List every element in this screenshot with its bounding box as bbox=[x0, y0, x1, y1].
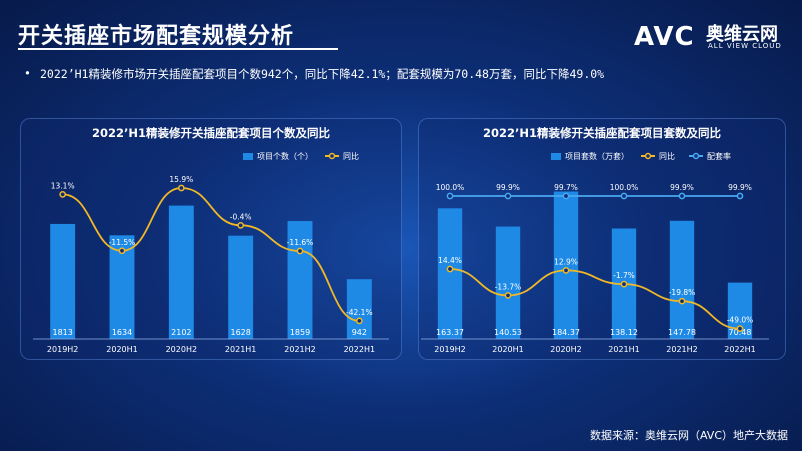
logo-cn: 奥维云网 bbox=[706, 24, 778, 45]
bar-value-label: 163.37 bbox=[436, 328, 464, 337]
bar bbox=[228, 235, 254, 339]
bar bbox=[168, 205, 194, 339]
bar-value-label: 1859 bbox=[290, 328, 310, 337]
line-value-label: 13.1% bbox=[51, 181, 75, 190]
bar-value-label: 1813 bbox=[52, 328, 72, 337]
x-tick-label: 2021H2 bbox=[666, 345, 697, 354]
bar-value-label: 184.37 bbox=[552, 328, 580, 337]
line-value-label: -19.8% bbox=[669, 288, 696, 297]
avc-logo: AVC 奥维云网 ALL VIEW CLOUD bbox=[634, 22, 784, 52]
bar-value-label: 70.48 bbox=[729, 328, 752, 337]
line-value-label: -42.1% bbox=[346, 308, 373, 317]
summary-text: • 2022’H1精装修市场开关插座配套项目个数942个，同比下降42.1%；配… bbox=[24, 66, 605, 82]
x-tick-label: 2020H2 bbox=[550, 345, 581, 354]
line-point bbox=[59, 191, 67, 198]
legend-label: 项目个数（个） bbox=[257, 151, 313, 161]
legend-marker bbox=[328, 152, 336, 160]
line-value-label: 14.4% bbox=[438, 256, 462, 265]
x-tick-label: 2022H1 bbox=[344, 345, 375, 354]
legend-swatch-bar bbox=[551, 153, 561, 160]
logo-mark: AVC bbox=[634, 22, 695, 52]
bullet-icon: • bbox=[24, 66, 31, 80]
line-point bbox=[736, 192, 744, 200]
chart-panel-left: 2022’H1精装修开关插座配套项目个数及同比 项目个数（个） 同比 1813 163… bbox=[20, 118, 402, 360]
chart-title-left: 2022’H1精装修开关插座配套项目个数及同比 bbox=[92, 126, 330, 140]
line-point bbox=[620, 192, 628, 200]
line-point bbox=[678, 297, 686, 305]
line-value-label: 100.0% bbox=[610, 183, 639, 192]
line-point bbox=[504, 292, 512, 299]
legend-marker bbox=[644, 152, 652, 160]
bar-value-label: 147.78 bbox=[668, 328, 696, 337]
x-tick-label: 2020H2 bbox=[166, 345, 197, 354]
line-point bbox=[736, 325, 744, 332]
legend-swatch-bar bbox=[243, 153, 253, 160]
line-point bbox=[118, 247, 126, 255]
chart-left: 项目个数（个） 同比 1813 1634 2102 1628 1859 942 2019H2 20… bbox=[33, 151, 389, 354]
bar bbox=[50, 223, 76, 339]
line-value-label: -0.4% bbox=[230, 212, 252, 221]
line-point bbox=[620, 280, 628, 288]
x-tick-label: 2021H2 bbox=[284, 345, 315, 354]
chart-right: 项目套数（万套） 同比 配套率 163.37 140.53 184.37 138.12 147… bbox=[421, 151, 769, 354]
data-source: 数据来源：奥维云网（AVC）地产大数据 bbox=[589, 429, 788, 442]
legend-label: 同比 bbox=[343, 151, 359, 161]
bar bbox=[495, 226, 521, 339]
bar bbox=[346, 279, 372, 339]
line-point bbox=[296, 247, 304, 255]
page-title: 开关插座市场配套规模分析 bbox=[18, 24, 295, 49]
line-yoy bbox=[449, 268, 741, 330]
line-value-label: 99.9% bbox=[728, 183, 752, 192]
x-tick-label: 2019H2 bbox=[47, 345, 78, 354]
line-value-label: -11.5% bbox=[109, 238, 136, 247]
x-tick-label: 2020H1 bbox=[106, 345, 137, 354]
bar-value-label: 140.53 bbox=[494, 328, 522, 337]
line-value-label: 99.7% bbox=[554, 183, 578, 192]
bar-value-label: 1634 bbox=[112, 328, 132, 337]
line-value-label: 100.0% bbox=[436, 183, 465, 192]
line-value-label: 12.9% bbox=[554, 257, 578, 266]
legend-label: 项目套数（万套） bbox=[565, 151, 629, 161]
x-tick-label: 2021H1 bbox=[225, 345, 256, 354]
bar bbox=[287, 221, 313, 339]
x-tick-label: 2022H1 bbox=[724, 345, 755, 354]
legend-label: 配套率 bbox=[707, 151, 731, 161]
legend-label: 同比 bbox=[659, 151, 675, 161]
chart-title-right: 2022’H1精装修开关插座配套项目套数及同比 bbox=[483, 126, 721, 140]
line-value-label: -11.6% bbox=[287, 238, 314, 247]
bar bbox=[437, 208, 463, 339]
title-underline bbox=[18, 48, 338, 50]
line-point bbox=[678, 192, 686, 200]
line-value-label: -13.7% bbox=[495, 282, 522, 291]
line-point bbox=[237, 221, 245, 229]
x-tick-label: 2020H1 bbox=[492, 345, 523, 354]
line-value-label: 99.9% bbox=[496, 183, 520, 192]
line-point bbox=[562, 192, 570, 200]
bar-value-label: 1628 bbox=[230, 328, 250, 337]
line-point bbox=[355, 317, 363, 325]
bar-value-label: 2102 bbox=[171, 328, 191, 337]
line-point bbox=[446, 265, 454, 273]
logo-en: ALL VIEW CLOUD bbox=[708, 42, 782, 50]
x-tick-label: 2019H2 bbox=[434, 345, 465, 354]
bar bbox=[553, 191, 579, 339]
bar bbox=[669, 220, 695, 339]
bar-value-label: 138.12 bbox=[610, 328, 638, 337]
chart-panel-right: 2022’H1精装修开关插座配套项目套数及同比 项目套数（万套） 同比 配套率 163… bbox=[418, 118, 786, 360]
line-value-label: -49.0% bbox=[727, 316, 754, 325]
line-value-label: -1.7% bbox=[613, 271, 635, 280]
line-value-label: 15.9% bbox=[169, 175, 193, 184]
line-point bbox=[177, 184, 185, 192]
line-point bbox=[446, 192, 454, 200]
x-tick-label: 2021H1 bbox=[608, 345, 639, 354]
line-point bbox=[504, 192, 512, 200]
line-point bbox=[562, 267, 570, 274]
summary-line: 2022’H1精装修市场开关插座配套项目个数942个，同比下降42.1%；配套规… bbox=[40, 67, 605, 81]
legend-marker bbox=[692, 152, 700, 160]
line-value-label: 99.9% bbox=[670, 183, 694, 192]
bar-value-label: 942 bbox=[352, 328, 367, 337]
line-yoy bbox=[62, 187, 360, 322]
